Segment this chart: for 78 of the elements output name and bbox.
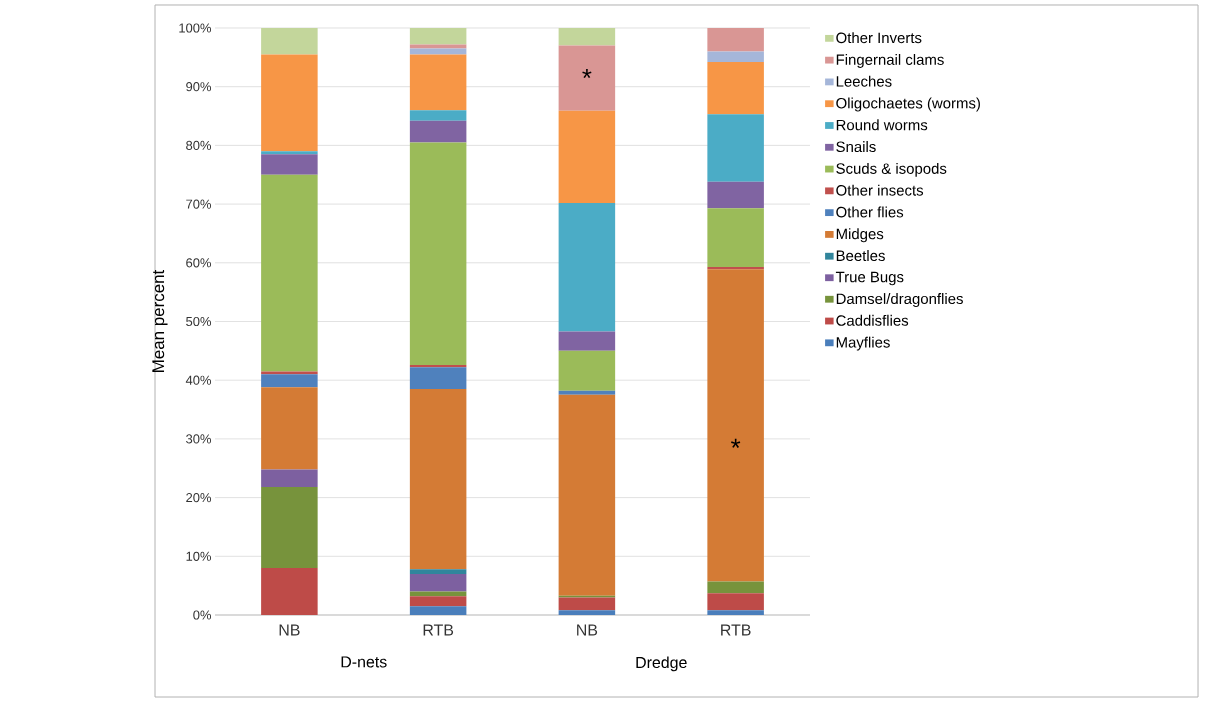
bar xyxy=(409,44,467,49)
bar xyxy=(558,597,616,611)
y-axis-title: Mean percent xyxy=(152,269,168,372)
bar xyxy=(261,374,318,388)
bar xyxy=(707,114,764,182)
bar xyxy=(707,27,764,52)
x-tick-label: NB xyxy=(279,624,300,636)
bar xyxy=(409,573,467,592)
legend-label: Oligochaetes (worms) xyxy=(836,97,980,112)
bar xyxy=(409,569,467,574)
bar xyxy=(558,45,616,111)
bar xyxy=(558,331,616,351)
legend-label: Scuds & isopods xyxy=(836,162,947,177)
bar xyxy=(261,487,318,569)
bar xyxy=(558,350,616,391)
bar xyxy=(409,606,467,615)
y-tick-label: 20% xyxy=(186,493,212,503)
bar xyxy=(707,62,764,115)
legend-label: Caddisflies xyxy=(836,314,909,326)
bar xyxy=(261,174,318,372)
text: D-nets xyxy=(341,656,387,668)
legend-label: Leeches xyxy=(836,75,892,87)
bar xyxy=(558,390,616,395)
bar xyxy=(409,596,467,607)
y-tick-label: 30% xyxy=(186,434,212,444)
legend-label: Round worms xyxy=(836,119,928,131)
legend-label: Mayflies xyxy=(836,336,890,351)
annotation: * xyxy=(731,438,741,448)
bar xyxy=(707,610,764,615)
legend-label: Other flies xyxy=(836,206,904,218)
bar xyxy=(707,208,764,267)
bar xyxy=(261,151,318,155)
bar xyxy=(707,181,764,209)
bar xyxy=(707,269,764,582)
x-tick-label: RTB xyxy=(423,624,454,636)
bar xyxy=(409,120,467,143)
legend-label: True Bugs xyxy=(835,271,904,286)
bar xyxy=(558,110,616,203)
bar xyxy=(409,389,467,570)
y-tick-label: 60% xyxy=(186,258,212,268)
legend-label: Other insects xyxy=(836,184,924,196)
y-tick-label: 10% xyxy=(186,551,212,561)
bar xyxy=(261,371,318,375)
bar xyxy=(261,154,318,175)
bar xyxy=(707,51,764,63)
bar xyxy=(409,367,467,389)
bar xyxy=(707,593,764,611)
legend-label: Snails xyxy=(836,141,876,153)
legend-label: Other Inverts xyxy=(836,32,922,44)
legend-label: Beetles xyxy=(836,250,885,262)
bar xyxy=(558,202,616,332)
y-tick-label: 100% xyxy=(179,23,212,33)
bar xyxy=(558,610,616,615)
bar xyxy=(261,568,318,615)
text: Dredge xyxy=(636,656,687,672)
y-tick-label: 80% xyxy=(186,140,212,150)
bar xyxy=(261,387,318,470)
y-tick-label: 40% xyxy=(185,375,212,385)
bar xyxy=(261,27,318,55)
bar xyxy=(409,27,467,45)
y-tick-label: 90% xyxy=(186,82,212,92)
y-tick-label: 70% xyxy=(186,199,212,209)
legend-label: Midges xyxy=(836,228,884,243)
y-tick-label: 50% xyxy=(186,316,212,327)
legend-label: Fingernail clams xyxy=(836,53,944,68)
y-tick-label: 0% xyxy=(193,610,212,620)
bar xyxy=(409,142,467,365)
x-tick-label: NB xyxy=(577,624,598,636)
bar xyxy=(261,54,318,152)
bar xyxy=(409,110,467,121)
legend-label: Damsel/dragonflies xyxy=(836,293,963,308)
bar xyxy=(409,54,467,111)
bar xyxy=(558,394,616,596)
x-tick-label: RTB xyxy=(721,624,751,636)
bar xyxy=(558,27,616,46)
bar xyxy=(261,469,318,488)
bar xyxy=(707,581,764,594)
annotation: * xyxy=(582,68,592,79)
